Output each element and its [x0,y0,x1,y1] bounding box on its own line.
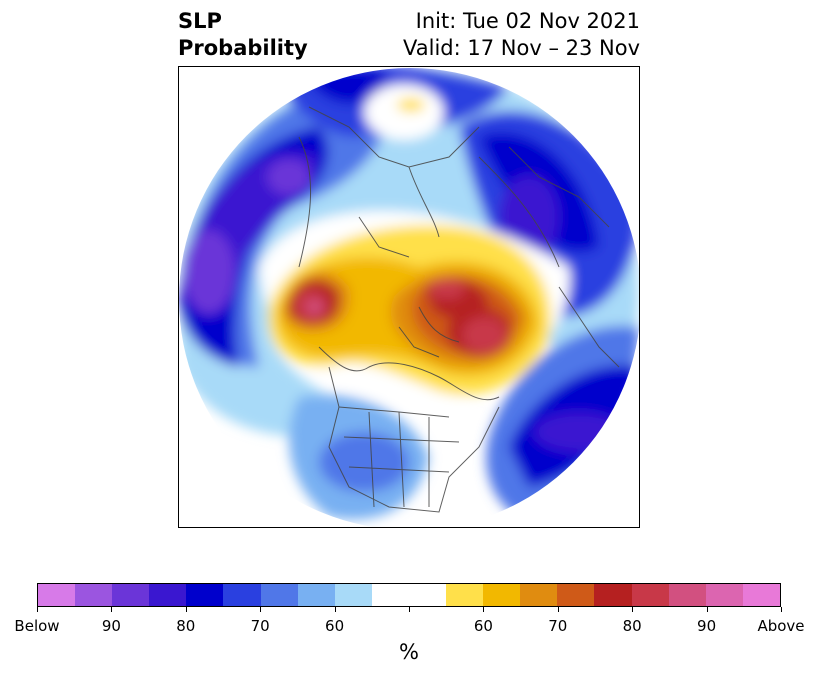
colorbar-tick-label: Below [14,617,60,635]
colorbar-tick-label: 90 [697,617,717,635]
colorbar-tick-mark [260,607,261,612]
colorbar-swatch [112,584,150,606]
colorbar-swatch [594,584,632,606]
colorbar-swatch [483,584,521,606]
colorbar-tick-mark [707,607,708,612]
colorbar-tick-mark [483,607,484,612]
colorbar-swatch [631,584,669,606]
colorbar-tick-label: 80 [176,617,196,635]
colorbar-swatch [668,584,706,606]
colorbar-swatch [371,584,409,606]
colorbar-swatch [260,584,298,606]
colorbar-tick-mark [632,607,633,612]
colorbar-tick-mark [335,607,336,612]
colorbar-swatch [446,584,484,606]
title-line-1: SLP [178,9,222,33]
colorbar-swatch [186,584,224,606]
colorbar-swatch [149,584,187,606]
polar-map [178,66,640,528]
colorbar-tick-label: 70 [250,617,270,635]
colorbar-tick-label: 90 [101,617,121,635]
init-date-label: Init: Tue 02 Nov 2021 [415,9,640,33]
colorbar-tick-label: Above [757,617,805,635]
colorbar-swatch [297,584,335,606]
colorbar-units: % [399,640,419,664]
forecast-dates: Init: Tue 02 Nov 2021 Valid: 17 Nov – 23… [403,8,640,62]
valid-date-label: Valid: 17 Nov – 23 Nov [403,36,640,60]
colorbar-tick-label: 70 [548,617,568,635]
colorbar-tick-mark [781,607,782,612]
colorbar-tick-label: 60 [473,617,493,635]
title-line-2: Probability [178,36,308,60]
colorbar-tick-mark [558,607,559,612]
colorbar-swatch [408,584,447,606]
colorbar-tick-label: 80 [622,617,642,635]
colorbar-tick-mark [111,607,112,612]
colorbar-swatch [705,584,743,606]
map-title: SLP Probability [178,8,308,62]
colorbar-swatch [520,584,558,606]
colorbar [37,583,781,607]
colorbar-swatch [334,584,372,606]
colorbar-swatch [742,584,780,606]
colorbar-swatch [38,584,76,606]
colorbar-swatch [75,584,113,606]
colorbar-tick-mark [37,607,38,612]
colorbar-swatch [557,584,595,606]
colorbar-tick-label: 60 [325,617,345,635]
polar-map-svg [179,68,639,527]
colorbar-tick-mark [409,607,410,612]
colorbar-tick-mark [186,607,187,612]
colorbar-swatch [223,584,261,606]
